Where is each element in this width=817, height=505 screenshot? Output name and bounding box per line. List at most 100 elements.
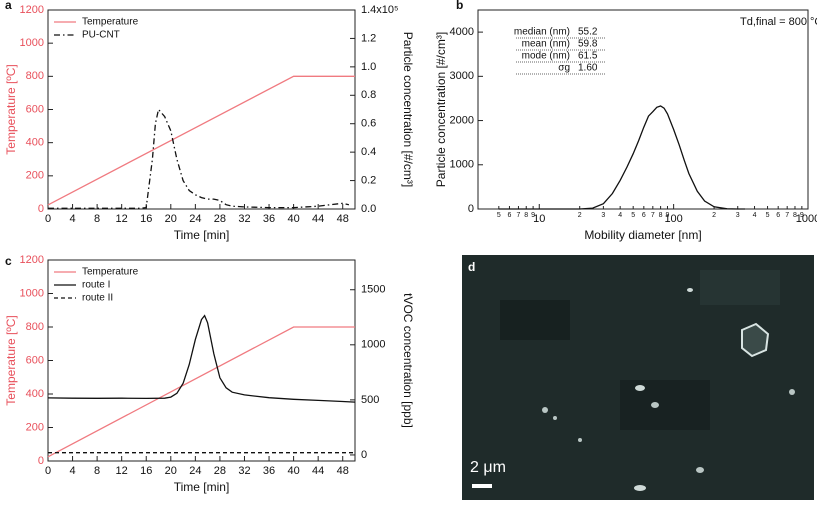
stats-label: mean (nm) (522, 39, 570, 50)
x-tick-label: 10 (533, 213, 545, 225)
x-tick-label: 24 (189, 465, 201, 477)
image-texture (700, 270, 780, 305)
micrograph: 2 μm d (462, 255, 814, 500)
stats-label: σg (558, 63, 570, 74)
x-tick-label: 3 (736, 212, 740, 219)
x-tick-label: 8 (94, 213, 100, 225)
particle (687, 288, 693, 292)
x-tick-label: 9 (800, 212, 804, 219)
x-tick-label: 48 (337, 213, 349, 225)
x-tick-label: 8 (94, 465, 100, 477)
y2-tick-label: 1500 (361, 284, 385, 296)
x-tick-label: 16 (140, 465, 152, 477)
x-tick-label: 12 (116, 465, 128, 477)
y-tick-label: 1200 (20, 4, 44, 16)
particle (542, 407, 548, 413)
x-tick-label: 48 (337, 465, 349, 477)
panel-label: b (456, 0, 463, 12)
y-tick-label: 3000 (450, 70, 474, 82)
x-tick-label: 36 (263, 465, 275, 477)
series-line (498, 105, 745, 210)
stats-label: median (nm) (514, 27, 570, 38)
x-axis-title: Time [min] (174, 228, 230, 242)
particle (651, 402, 659, 408)
x-tick-label: 6 (642, 212, 646, 219)
panel-label: c (5, 254, 12, 268)
x-tick-label: 6 (776, 212, 780, 219)
annotation: Td,final = 800 °C (740, 16, 817, 28)
stats-value: 55.2 (578, 27, 598, 38)
x-tick-label: 4 (753, 212, 757, 219)
x-axis-title: Time [min] (174, 480, 230, 494)
y-tick-label: 600 (26, 354, 44, 366)
x-tick-label: 8 (659, 212, 663, 219)
y-tick-label: 1000 (450, 159, 474, 171)
panel-label: d (468, 260, 475, 274)
panel-label: a (5, 0, 12, 12)
y2-tick-label: 500 (361, 394, 379, 406)
y-tick-label: 800 (26, 321, 44, 333)
x-tick-label: 4 (618, 212, 622, 219)
y2-axis-title: tVOC concentration [ppb] (401, 293, 415, 428)
x-tick-label: 20 (165, 465, 177, 477)
y-tick-label: 400 (26, 137, 44, 149)
x-tick-label: 7 (785, 212, 789, 219)
y-tick-label: 1000 (20, 287, 44, 299)
y-tick-label: 4000 (450, 26, 474, 38)
y-tick-label: 200 (26, 170, 44, 182)
x-tick-label: 2 (578, 212, 582, 219)
y-tick-label: 0 (468, 203, 474, 215)
y2-tick-label: 1000 (361, 339, 385, 351)
legend-label: Temperature (82, 267, 139, 278)
series-line (47, 75, 355, 206)
x-tick-label: 4 (69, 213, 75, 225)
x-tick-label: 6 (508, 212, 512, 219)
stats-value: 59.8 (578, 39, 598, 50)
y2-axis-title: Particle concentration [#/cm³] (401, 32, 415, 187)
y2-tick-label: 0.2 (361, 174, 376, 186)
y2-tick-label: 0.0 (361, 203, 376, 215)
scale-bar-label: 2 μm (470, 459, 506, 476)
image-texture (500, 300, 570, 340)
x-axis-title: Mobility diameter [nm] (584, 228, 701, 242)
y-axis-title: Temperature [ºC] (4, 64, 18, 154)
particle (696, 467, 704, 473)
x-tick-label: 12 (116, 213, 128, 225)
series-line (47, 326, 355, 458)
particle (635, 385, 645, 391)
x-tick-label: 100 (664, 213, 682, 225)
y-axis-title: Temperature [ºC] (4, 315, 18, 405)
y2-tick-label: 0.6 (361, 118, 376, 130)
x-tick-label: 9 (666, 212, 670, 219)
series-line (48, 108, 350, 209)
x-tick-label: 28 (214, 213, 226, 225)
particle (578, 438, 582, 442)
particle (553, 416, 557, 420)
x-tick-label: 36 (263, 213, 275, 225)
y-tick-label: 600 (26, 103, 44, 115)
x-tick-label: 0 (45, 213, 51, 225)
particle (741, 322, 770, 358)
y-tick-label: 400 (26, 388, 44, 400)
x-tick-label: 3 (601, 212, 605, 219)
y2-tick-label: 1.2 (361, 32, 376, 44)
x-tick-label: 1000 (796, 213, 817, 225)
x-tick-label: 32 (238, 465, 250, 477)
x-tick-label: 8 (524, 212, 528, 219)
stats-value: 61.5 (578, 51, 598, 62)
scale-bar (472, 484, 492, 488)
y-tick-label: 2000 (450, 114, 474, 126)
y-axis-title: Particle concentration [#/cm³] (434, 32, 448, 187)
y-tick-label: 0 (38, 455, 44, 467)
x-tick-label: 40 (287, 213, 299, 225)
legend-label: route I (82, 280, 110, 291)
stats-value: 1.60 (578, 63, 598, 74)
x-tick-label: 24 (189, 213, 201, 225)
x-tick-label: 7 (516, 212, 520, 219)
legend-label: Temperature (82, 17, 139, 28)
particle (789, 389, 795, 395)
x-tick-label: 16 (140, 213, 152, 225)
y2-tick-label: 0.8 (361, 89, 376, 101)
legend-label: PU-CNT (82, 30, 120, 41)
